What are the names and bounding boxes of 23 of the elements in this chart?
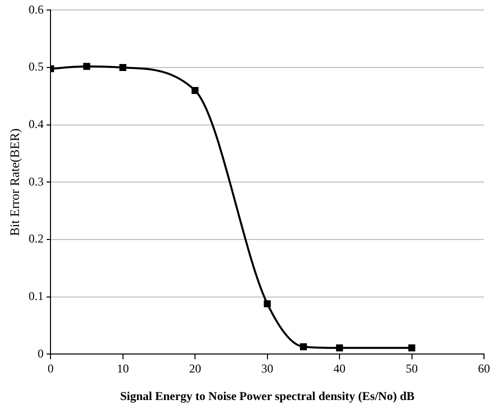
x-tick-label: 30 (261, 362, 274, 376)
y-tick-label: 0 (38, 346, 44, 360)
y-tick-label: 0.6 (28, 2, 44, 16)
x-tick-label: 0 (48, 362, 54, 376)
point (408, 344, 416, 352)
x-tick-label: 10 (116, 362, 129, 376)
x-tick-label: 40 (334, 362, 346, 376)
x-axis-title: Signal Energy to Noise Power spectral density (Es/No) dB (120, 388, 415, 403)
y-tick-label: 0.5 (28, 60, 44, 74)
point (119, 64, 126, 72)
y-tick-label: 0.1 (28, 289, 44, 304)
x-tick-label: 20 (189, 362, 202, 376)
point (83, 62, 90, 70)
x-tick-label: 50 (406, 362, 418, 376)
y-tick-label: 0.4 (28, 117, 44, 132)
x-tick-label: 60 (478, 362, 490, 376)
point (192, 86, 199, 94)
y-tick-label: 0.3 (28, 174, 44, 188)
y-axis-title: Bit Error Rate(BER) (7, 128, 22, 236)
point (300, 343, 307, 350)
point (336, 344, 344, 352)
y-tick-label: 0.2 (28, 232, 44, 246)
point (264, 300, 271, 308)
